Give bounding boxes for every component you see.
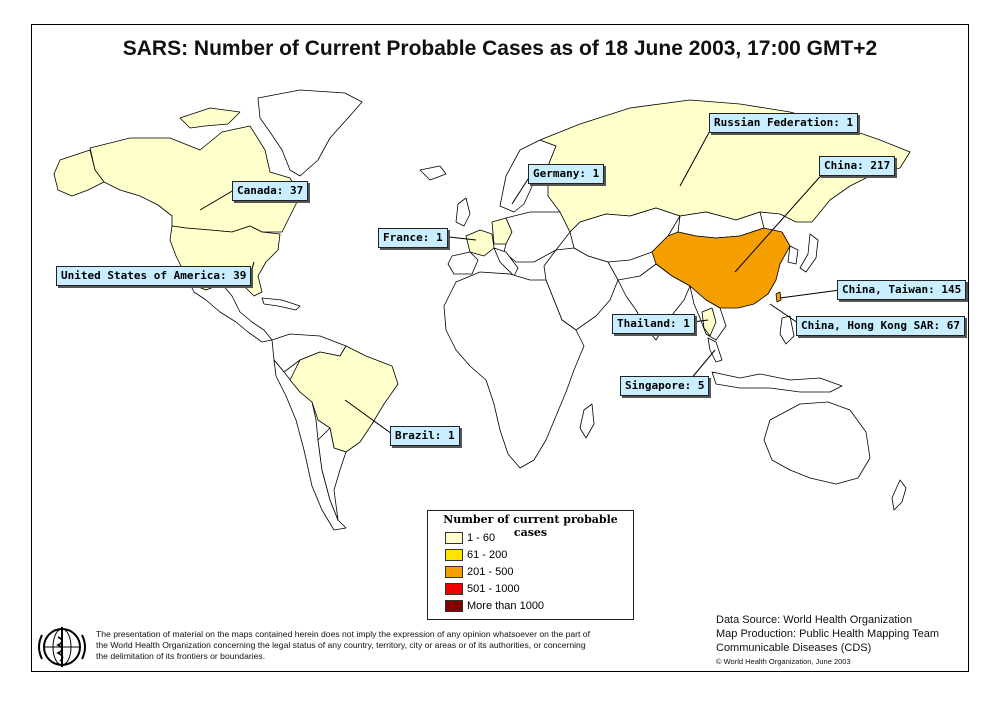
legend-label: 201 - 500 — [467, 566, 514, 578]
map-legend: Number of current probable cases 1 - 60 … — [427, 510, 634, 620]
country-taiwan — [775, 291, 782, 303]
caribbean — [261, 297, 301, 311]
legend-item: 501 - 1000 — [445, 583, 520, 595]
legend-item: 61 - 200 — [445, 549, 507, 561]
madagascar — [579, 403, 595, 439]
legend-swatch — [445, 583, 463, 595]
mexico-central-america — [183, 271, 273, 343]
iceland — [419, 165, 447, 181]
iberia — [447, 251, 479, 275]
legend-swatch — [445, 566, 463, 578]
country-russia — [539, 99, 911, 233]
country-thailand — [701, 307, 717, 337]
leader-taiwan — [779, 289, 841, 299]
italy-balkans — [493, 247, 519, 277]
uk — [455, 197, 471, 227]
legend-swatch — [445, 600, 463, 612]
indonesia — [711, 371, 843, 393]
disclaimer-text: The presentation of material on the maps… — [96, 629, 590, 661]
callout-taiwan: China, Taiwan: 145 — [837, 280, 967, 300]
leader-hongkong — [769, 303, 799, 324]
callout-canada: Canada: 37 — [232, 181, 309, 201]
callout-thailand: Thailand: 1 — [612, 314, 695, 334]
india — [617, 263, 691, 341]
legend-swatch — [445, 549, 463, 561]
map-title: SARS: Number of Current Probable Cases a… — [122, 37, 878, 60]
arctic-islands — [179, 107, 241, 129]
philippines — [779, 315, 795, 345]
legend-item: 201 - 500 — [445, 566, 513, 578]
legend-label: 1 - 60 — [467, 532, 496, 544]
callout-russia: Russian Federation: 1 — [709, 113, 859, 133]
legend-item: 1 - 60 — [445, 532, 495, 544]
leader-brazil — [344, 399, 393, 435]
callout-singapore: Singapore: 5 — [620, 376, 710, 396]
greenland — [257, 89, 363, 177]
leader-lines — [199, 126, 841, 435]
country-canada — [89, 125, 301, 233]
argentina — [317, 427, 347, 521]
leader-russia — [679, 126, 713, 187]
credit-source: Data Source: World Health Organization — [716, 614, 913, 626]
credit-copyright: © World Health Organization, June 2003 — [716, 657, 851, 666]
new-zealand — [891, 479, 907, 511]
callout-germany: Germany: 1 — [528, 164, 605, 184]
alaska — [53, 149, 105, 197]
callout-france: France: 1 — [378, 228, 448, 248]
korea — [787, 245, 799, 265]
callout-hongkong: China, Hong Kong SAR: 67 — [796, 316, 965, 336]
callout-china: China: 217 — [819, 156, 896, 176]
leader-china — [734, 169, 827, 273]
africa — [443, 271, 585, 469]
who-emblem-icon — [38, 627, 86, 667]
credit-production: Map Production: Public Health Mapping Te… — [716, 628, 939, 640]
legend-swatch — [445, 532, 463, 544]
legend-label: 61 - 200 — [467, 549, 508, 561]
legend-label: More than 1000 — [467, 600, 545, 612]
callout-brazil: Brazil: 1 — [390, 426, 460, 446]
japan — [799, 233, 819, 273]
leader-singapore — [689, 349, 716, 381]
legend-item: More than 1000 — [445, 600, 544, 612]
leader-germany — [511, 175, 531, 205]
callout-usa: United States of America: 39 — [56, 266, 252, 286]
leader-canada — [199, 189, 235, 211]
country-brazil — [289, 345, 399, 453]
credit-department: Communicable Diseases (CDS) — [716, 642, 872, 654]
map-credits: Data Source: World Health Organization M… — [716, 613, 939, 669]
legend-title: Number of current probable cases — [443, 513, 618, 539]
eastern-europe — [503, 211, 571, 263]
australia — [763, 401, 871, 485]
legend-label: 501 - 1000 — [467, 583, 520, 595]
